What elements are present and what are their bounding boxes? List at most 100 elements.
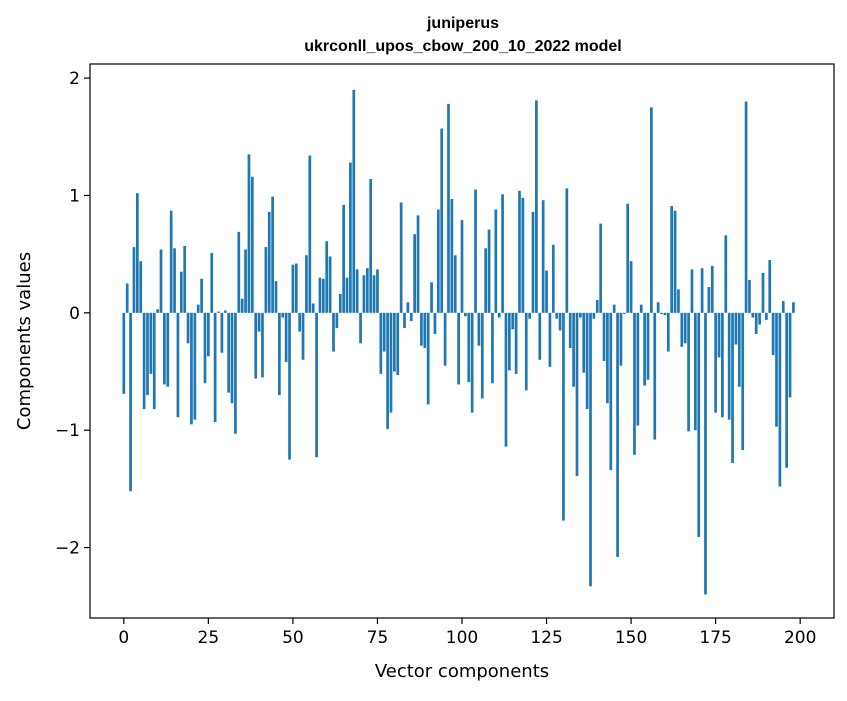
bar-54 bbox=[305, 255, 308, 313]
x-tick-label: 150 bbox=[615, 628, 647, 648]
bar-94 bbox=[440, 128, 444, 313]
bar-50 bbox=[291, 264, 295, 313]
bar-185 bbox=[748, 279, 751, 313]
bar-32 bbox=[230, 312, 234, 404]
bar-85 bbox=[409, 312, 413, 322]
bar-53 bbox=[301, 312, 305, 360]
bar-8 bbox=[149, 312, 153, 374]
bar-169 bbox=[693, 312, 697, 431]
bar-42 bbox=[264, 247, 268, 313]
bar-49 bbox=[288, 312, 291, 460]
bar-157 bbox=[653, 312, 657, 440]
bar-150 bbox=[629, 261, 633, 313]
bar-118 bbox=[521, 197, 525, 313]
bar-14 bbox=[169, 210, 173, 313]
bar-67 bbox=[349, 162, 352, 313]
bar-111 bbox=[497, 312, 501, 318]
bar-183 bbox=[741, 312, 745, 451]
bar-61 bbox=[328, 256, 332, 313]
bar-152 bbox=[636, 312, 640, 426]
bar-92 bbox=[433, 312, 437, 334]
bar-75 bbox=[376, 269, 379, 313]
bar-116 bbox=[514, 312, 518, 374]
bar-36 bbox=[244, 249, 247, 313]
bar-138 bbox=[589, 312, 592, 587]
bar-10 bbox=[156, 309, 159, 313]
bar-122 bbox=[535, 100, 538, 313]
bar-182 bbox=[737, 312, 741, 387]
bar-26 bbox=[210, 252, 214, 313]
bar-65 bbox=[342, 204, 345, 313]
y-axis-label: Components values bbox=[14, 252, 35, 430]
bar-46 bbox=[278, 312, 281, 395]
bar-16 bbox=[176, 312, 180, 418]
bar-11 bbox=[159, 249, 163, 313]
bar-167 bbox=[687, 312, 690, 432]
bar-20 bbox=[190, 312, 193, 425]
bar-79 bbox=[389, 312, 393, 413]
bar-105 bbox=[477, 312, 481, 346]
bar-186 bbox=[751, 312, 755, 318]
bar-87 bbox=[416, 215, 420, 313]
bar-135 bbox=[579, 312, 582, 318]
bar-145 bbox=[612, 304, 616, 313]
bar-190 bbox=[765, 312, 768, 320]
bar-121 bbox=[531, 211, 535, 313]
bar-130 bbox=[562, 312, 565, 521]
bar-2 bbox=[129, 312, 132, 492]
bar-172 bbox=[704, 312, 707, 595]
bar-166 bbox=[683, 312, 687, 344]
bar-179 bbox=[727, 312, 731, 420]
chart-title-line2: ukrconll_upos_cbow_200_10_2022 model bbox=[304, 38, 621, 55]
bar-158 bbox=[656, 302, 660, 313]
bar-81 bbox=[396, 312, 400, 376]
bar-153 bbox=[639, 304, 643, 313]
bar-194 bbox=[778, 312, 782, 487]
y-tick-label: 2 bbox=[69, 69, 80, 89]
bar-134 bbox=[575, 312, 579, 476]
bar-69 bbox=[355, 269, 359, 313]
bar-96 bbox=[447, 103, 450, 313]
bar-19 bbox=[186, 312, 190, 344]
bar-64 bbox=[338, 294, 342, 313]
x-tick-label: 50 bbox=[282, 628, 304, 648]
bar-56 bbox=[311, 303, 315, 313]
bar-4 bbox=[135, 193, 139, 313]
bar-197 bbox=[788, 312, 792, 398]
bar-93 bbox=[436, 209, 440, 313]
bar-146 bbox=[616, 312, 619, 557]
chart-title-line1: juniperus bbox=[426, 15, 499, 32]
bar-90 bbox=[426, 312, 430, 405]
bar-107 bbox=[484, 248, 488, 313]
bar-151 bbox=[633, 312, 636, 455]
bar-12 bbox=[163, 312, 166, 385]
bar-189 bbox=[761, 272, 765, 313]
bar-100 bbox=[460, 220, 464, 313]
bar-25 bbox=[207, 312, 210, 357]
bar-51 bbox=[294, 263, 298, 313]
bar-114 bbox=[507, 312, 511, 371]
x-tick-label: 0 bbox=[118, 628, 129, 648]
bar-170 bbox=[697, 312, 701, 538]
bar-178 bbox=[724, 235, 728, 313]
bar-6 bbox=[142, 312, 146, 410]
bar-84 bbox=[406, 302, 410, 313]
bars-group bbox=[122, 89, 795, 595]
bar-173 bbox=[707, 287, 711, 313]
bar-160 bbox=[663, 312, 667, 316]
bar-141 bbox=[599, 223, 603, 313]
bar-115 bbox=[511, 312, 515, 330]
bar-184 bbox=[744, 101, 748, 313]
bar-193 bbox=[775, 312, 778, 427]
bar-38 bbox=[250, 176, 254, 313]
bar-31 bbox=[227, 312, 231, 393]
bar-187 bbox=[754, 312, 758, 334]
bar-104 bbox=[474, 189, 477, 313]
bar-127 bbox=[551, 244, 555, 313]
bar-66 bbox=[345, 277, 349, 313]
x-tick-label: 200 bbox=[784, 628, 816, 648]
bar-128 bbox=[555, 312, 559, 319]
bar-103 bbox=[470, 312, 474, 413]
x-tick-label: 25 bbox=[198, 628, 220, 648]
